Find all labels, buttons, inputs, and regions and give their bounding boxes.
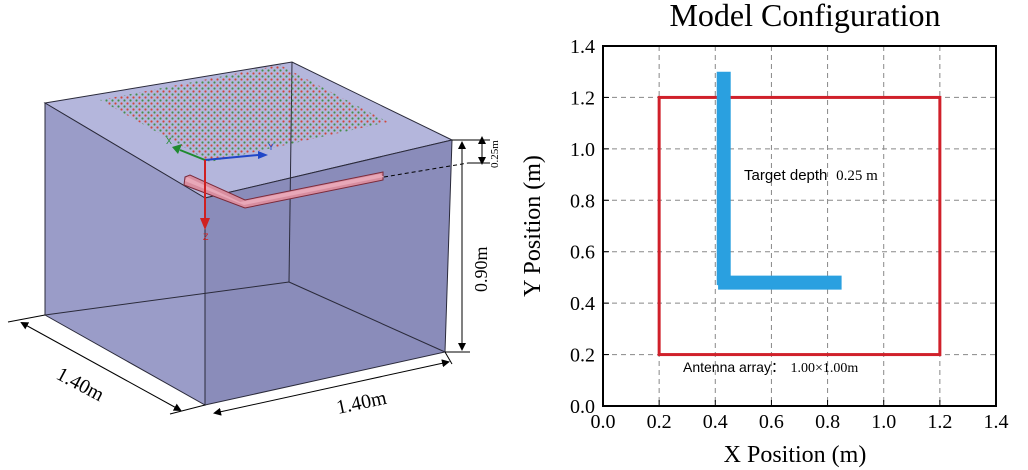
y-tick-label: 1.4 bbox=[570, 36, 595, 58]
plot-grid bbox=[603, 46, 996, 406]
width-left-ext1 bbox=[7, 314, 46, 323]
width-right-label: 1.40m bbox=[334, 387, 388, 419]
width-right-dimension bbox=[213, 359, 450, 416]
x-tick-label: 1.0 bbox=[871, 411, 896, 433]
plot-ticks: 0.0 0.2 0.4 0.6 0.8 1.0 1.2 1.4 0.0 0.2 0.4 0.6 0.8 1… bbox=[570, 36, 1009, 433]
x-tick-label: 1.2 bbox=[927, 411, 952, 433]
target-annotation-value: 0.25 m bbox=[836, 168, 878, 184]
axis-triad-icon: X Y Z bbox=[166, 136, 274, 242]
x-tick-label: 0.8 bbox=[815, 411, 840, 433]
y-axis-label: Y Position (m) bbox=[520, 155, 546, 297]
axis-y-label: Y bbox=[268, 142, 274, 152]
axis-z-label: Z bbox=[203, 232, 209, 242]
x-axis-label: X Position (m) bbox=[724, 442, 867, 468]
axis-x-label: X bbox=[166, 136, 172, 146]
box-inner-edge bbox=[288, 281, 446, 353]
height-label: 0.90m bbox=[471, 246, 491, 292]
depth-guide-line bbox=[383, 162, 469, 178]
y-tick-label: 0.0 bbox=[570, 396, 595, 418]
y-tick-label: 0.6 bbox=[570, 242, 595, 264]
x-tick-label: 1.4 bbox=[984, 411, 1009, 433]
target-annotation-label: Target depth bbox=[744, 167, 827, 184]
width-left-dimension bbox=[20, 322, 182, 411]
array-annotation-label: Antenna array： bbox=[683, 359, 785, 375]
y-tick-label: 0.4 bbox=[570, 293, 595, 315]
y-tick-label: 0.8 bbox=[570, 190, 595, 212]
x-tick-label: 0.6 bbox=[759, 411, 784, 433]
y-tick-label: 1.0 bbox=[570, 139, 595, 161]
array-annotation-value: 1.00×1.00m bbox=[790, 361, 858, 376]
model-configuration-plot: Model Configuration 0.0 0.2 0.4 0.6 0.8 1.0 1.… bbox=[520, 0, 1009, 468]
x-tick-label: 0.4 bbox=[703, 411, 728, 433]
y-tick-label: 1.2 bbox=[570, 87, 595, 109]
l-shaped-target bbox=[183, 171, 384, 209]
model-3d: X Y Z 0.25m 0.90m 1.40m 1.40m bbox=[7, 61, 501, 419]
array-annotation: Antenna array： 1.00×1.00m bbox=[683, 359, 858, 376]
x-tick-label: 0.2 bbox=[647, 411, 672, 433]
antenna-array-dots bbox=[100, 65, 388, 162]
width-right-ext bbox=[444, 351, 453, 365]
x-tick-label: 0.0 bbox=[591, 411, 616, 433]
width-left-ext2 bbox=[169, 404, 206, 415]
depth-label: 0.25m bbox=[489, 140, 501, 168]
plot-frame bbox=[602, 45, 997, 407]
target-annotation: Target depth 0.25 m bbox=[744, 167, 878, 184]
chart-title: Model Configuration bbox=[669, 0, 940, 33]
width-left-label: 1.40m bbox=[53, 363, 108, 406]
antenna-array-box bbox=[657, 95, 942, 357]
y-tick-label: 0.2 bbox=[570, 345, 595, 367]
plot-marks bbox=[657, 71, 942, 357]
box-inner-edge bbox=[44, 281, 290, 316]
